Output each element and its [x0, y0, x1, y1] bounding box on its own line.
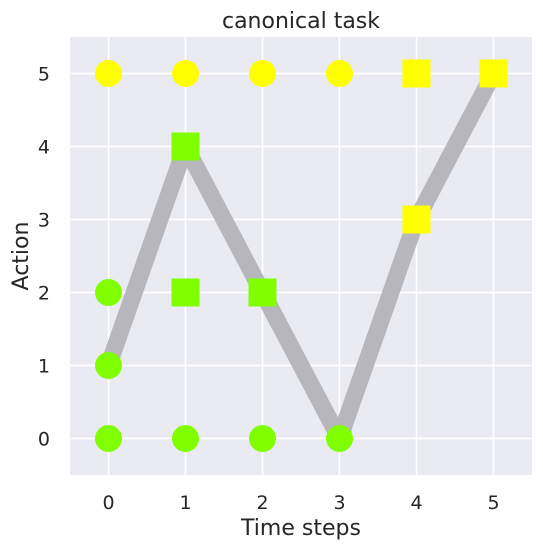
- x-tick-label: 0: [102, 492, 114, 514]
- circle-marker: [326, 60, 353, 87]
- square-marker: [171, 278, 200, 307]
- circle-marker: [172, 60, 199, 87]
- x-axis-label: Time steps: [240, 516, 361, 541]
- y-axis-label: Action: [9, 222, 34, 291]
- tick-layer: 0 1 2 3 4 5 0 1 2 3 4 5: [38, 64, 500, 515]
- square-marker: [479, 59, 508, 88]
- square-marker: [402, 205, 431, 234]
- circle-marker: [172, 425, 199, 452]
- y-tick-label: 2: [38, 283, 50, 305]
- x-tick-label: 5: [487, 492, 499, 514]
- y-tick-label: 3: [38, 210, 50, 232]
- y-tick-label: 1: [38, 356, 50, 378]
- square-marker: [171, 132, 200, 161]
- chart-title: canonical task: [222, 9, 380, 34]
- y-tick-label: 0: [38, 429, 50, 451]
- circle-marker: [249, 60, 276, 87]
- trajectory-line: [100, 69, 502, 447]
- square-marker: [248, 278, 277, 307]
- circle-marker: [249, 425, 276, 452]
- circle-marker: [95, 425, 122, 452]
- path-layer: [100, 69, 502, 447]
- y-tick-label: 4: [38, 137, 50, 159]
- marker-layer: [95, 59, 508, 452]
- x-tick-label: 3: [333, 492, 345, 514]
- circle-marker: [326, 425, 353, 452]
- square-marker: [402, 59, 431, 88]
- x-tick-label: 4: [410, 492, 422, 514]
- x-tick-label: 2: [256, 492, 268, 514]
- circle-marker: [95, 60, 122, 87]
- circle-marker: [95, 279, 122, 306]
- circle-marker: [95, 352, 122, 379]
- x-tick-label: 1: [179, 492, 191, 514]
- y-tick-label: 5: [38, 64, 50, 86]
